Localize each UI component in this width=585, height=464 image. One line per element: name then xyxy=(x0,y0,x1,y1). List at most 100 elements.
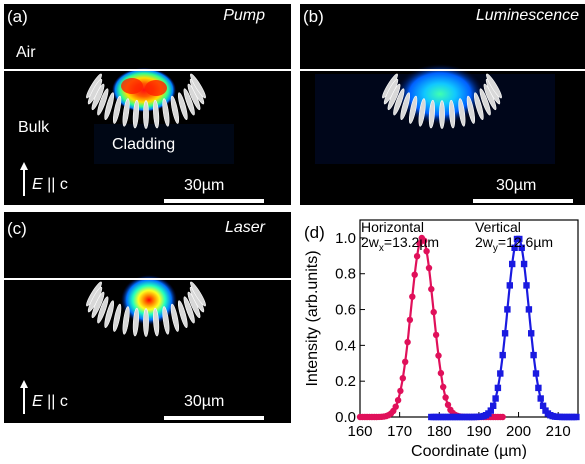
series-point xyxy=(394,397,402,404)
series-point xyxy=(399,375,406,382)
series-point xyxy=(499,351,506,359)
track xyxy=(473,92,484,120)
track xyxy=(408,95,418,124)
horizontal-annotation-label: Horizontal xyxy=(361,219,424,235)
series-point xyxy=(528,330,535,337)
series-point xyxy=(511,244,518,251)
x-tick-label: 180 xyxy=(427,423,452,440)
laser-image xyxy=(4,275,291,420)
track xyxy=(122,306,130,335)
series-point xyxy=(411,271,418,278)
bulk-label: Bulk xyxy=(18,119,50,136)
cladding-tracks xyxy=(382,73,502,129)
series-point xyxy=(435,352,442,359)
track xyxy=(112,303,122,332)
cladding-tracks xyxy=(86,281,206,337)
series-point xyxy=(409,293,416,300)
panel-pump: (a) Pump Air Bulk Cladding E || c 30µm xyxy=(4,4,291,205)
track xyxy=(104,300,115,328)
series-point xyxy=(432,331,440,339)
x-tick-label: 210 xyxy=(546,423,571,440)
series-fit-line xyxy=(431,236,578,419)
scale-bar-label: 30µm xyxy=(184,393,225,410)
x-axis-label: Coordinate (µm) xyxy=(411,443,527,459)
series-point xyxy=(402,358,409,365)
y-tick-label: 1.0 xyxy=(335,230,356,247)
y-tick-label: 0.0 xyxy=(335,409,356,426)
track xyxy=(177,300,188,328)
panel-letter: (b) xyxy=(303,7,324,26)
series-point xyxy=(573,413,580,421)
cladding-label: Cladding xyxy=(112,136,176,153)
scale-bar-label: 30µm xyxy=(184,177,225,194)
polarization-arrowhead xyxy=(20,380,28,388)
track xyxy=(122,98,130,127)
field-axis: || c xyxy=(42,176,68,193)
field-axis: || c xyxy=(42,393,68,410)
y-tick-label: 0.6 xyxy=(335,302,356,319)
chart-svg: 160 170 180 190 200 210 0.0 0.2 0.4 0.6 0.8 1.0 Coor… xyxy=(304,219,580,460)
track xyxy=(153,307,160,337)
series-point xyxy=(509,260,516,268)
track xyxy=(97,296,109,324)
track xyxy=(400,92,411,120)
series-point xyxy=(494,384,502,392)
panel-title: Luminescence xyxy=(475,7,579,24)
intensity-profile-chart: 160 170 180 190 200 210 0.0 0.2 0.4 0.6 0.8 1.0 Coor… xyxy=(300,212,585,460)
panel-title: Pump xyxy=(223,7,265,24)
track xyxy=(183,296,195,324)
track xyxy=(449,99,456,129)
track xyxy=(132,307,139,337)
panel-letter: (d) xyxy=(304,223,325,242)
series-point xyxy=(492,395,499,402)
series-point xyxy=(487,407,494,414)
panel-luminescence: (b) Luminescence 30µm xyxy=(300,4,585,205)
scale-bar-label: 30µm xyxy=(496,177,537,194)
track xyxy=(97,88,109,116)
series-point xyxy=(440,383,447,391)
track xyxy=(153,99,160,129)
y-tick-label: 0.4 xyxy=(335,337,356,354)
track xyxy=(132,99,139,129)
track xyxy=(439,100,445,129)
track xyxy=(393,88,405,116)
track xyxy=(162,306,170,335)
series-point xyxy=(506,282,513,289)
track xyxy=(183,88,195,116)
series-point xyxy=(530,351,537,359)
y-tick-label: 0.8 xyxy=(335,266,356,283)
track xyxy=(466,95,476,124)
series-point xyxy=(504,306,511,313)
horizontal-annotation-width: 2wx=13.2µm xyxy=(361,234,439,254)
pump-image xyxy=(4,68,291,203)
luminescence-image xyxy=(300,64,585,203)
track xyxy=(91,291,105,319)
x-tick-label: 160 xyxy=(347,423,372,440)
panel-letter: (c) xyxy=(7,219,27,238)
series-point xyxy=(437,369,445,377)
series-point xyxy=(497,370,504,377)
polarization-label: E || c xyxy=(32,177,68,193)
series-point xyxy=(535,384,542,392)
series-point xyxy=(404,338,411,346)
series-point xyxy=(444,401,452,408)
series-point xyxy=(430,308,437,316)
vertical-annotation-width: 2wy=12.6µm xyxy=(475,234,553,254)
series-point xyxy=(406,316,414,324)
series-point xyxy=(490,402,497,409)
track xyxy=(162,98,170,127)
track xyxy=(486,73,502,99)
series-point xyxy=(442,394,449,401)
field-symbol: E xyxy=(32,393,43,410)
series-point xyxy=(413,253,421,260)
vertical-annotation-label: Vertical xyxy=(475,219,521,235)
track xyxy=(479,88,491,116)
panel-letter: (a) xyxy=(7,7,28,26)
series-point xyxy=(423,248,430,255)
series-point xyxy=(518,244,525,251)
track xyxy=(112,95,122,124)
series-point xyxy=(523,282,530,289)
track xyxy=(177,92,188,120)
field-symbol: E xyxy=(32,176,43,193)
series-point xyxy=(392,403,399,410)
